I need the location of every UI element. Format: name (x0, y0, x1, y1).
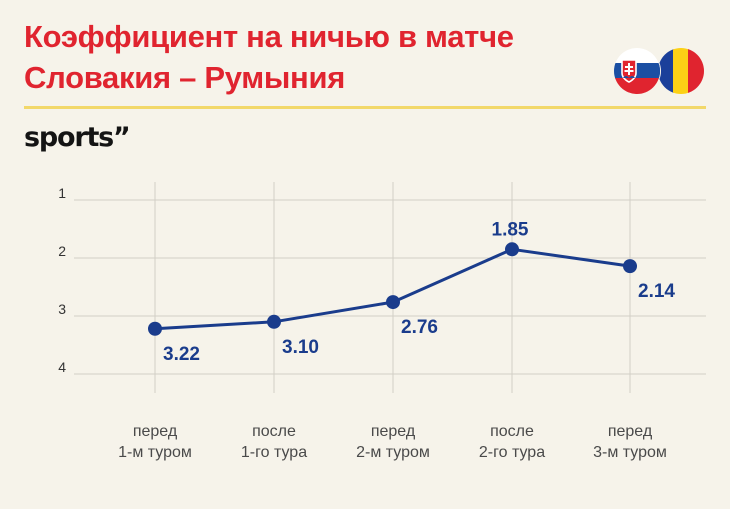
data-label: 2.76 (401, 317, 438, 338)
x-axis: перед 1-м туром после 1-го тура перед 2-м тур… (118, 423, 667, 461)
y-tick-label: 1 (58, 185, 66, 201)
x-tick-line: после (490, 423, 534, 440)
data-label: 3.10 (282, 337, 319, 358)
title-line-1: Коэффициент на ничью в матче (24, 19, 514, 54)
x-tick-line: 1-го тура (241, 444, 307, 461)
y-tick-label: 2 (58, 243, 66, 259)
x-tick-line: после (252, 423, 296, 440)
data-point (386, 295, 400, 310)
x-tick-label: перед 2-м туром (356, 423, 430, 461)
data-label: 1.85 (492, 219, 529, 240)
sports-logo: sports” (24, 122, 131, 153)
slovakia-flag-icon (614, 48, 660, 94)
x-tick-line: перед (608, 423, 653, 440)
team-flags (614, 48, 706, 96)
x-tick-label: перед 3-м туром (593, 423, 667, 461)
title-line-2: Словакия – Румыния (24, 60, 346, 95)
chart-grid (74, 182, 706, 393)
title-divider (24, 106, 706, 109)
data-point (623, 259, 637, 274)
data-point (505, 242, 519, 257)
x-tick-line: 2-го тура (479, 444, 545, 461)
romania-flag-icon (658, 48, 704, 94)
x-tick-line: 1-м туром (118, 444, 192, 461)
data-point (267, 314, 281, 329)
x-tick-label: после 1-го тура (241, 423, 307, 461)
x-tick-line: перед (133, 423, 178, 440)
y-tick-label: 3 (58, 301, 66, 317)
x-tick-label: перед 1-м туром (118, 423, 192, 461)
x-tick-line: 3-м туром (593, 444, 667, 461)
x-tick-line: 2-м туром (356, 444, 430, 461)
data-label: 3.22 (163, 344, 200, 365)
x-tick-line: перед (371, 423, 416, 440)
y-axis: 1 2 3 4 (58, 185, 66, 375)
data-point (148, 321, 162, 336)
x-tick-label: после 2-го тура (479, 423, 545, 461)
y-tick-label: 4 (58, 359, 66, 375)
series-draw-odds: 3.22 3.10 2.76 1.85 2.14 (148, 219, 675, 365)
data-label: 2.14 (638, 281, 675, 302)
chart-title: Коэффициент на ничью в матче Словакия – … (24, 16, 514, 98)
